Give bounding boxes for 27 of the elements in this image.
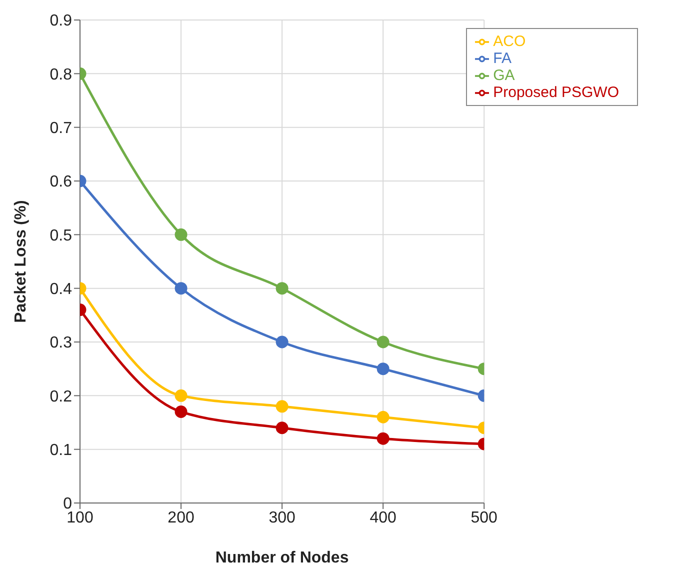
y-tick-label: 0.9 xyxy=(50,12,72,30)
point xyxy=(376,336,390,348)
x-axis-title: Number of Nodes xyxy=(215,549,349,566)
point xyxy=(276,282,288,295)
y-tick-label: 0.2 xyxy=(50,388,72,406)
x-tick-label: 400 xyxy=(370,509,397,526)
x-tick-label: 500 xyxy=(470,509,498,526)
y-tick-label: 0.7 xyxy=(50,120,72,138)
point xyxy=(376,362,390,376)
legend-label: FA xyxy=(493,50,512,67)
point xyxy=(276,400,288,413)
x-tick-label: 200 xyxy=(168,509,194,526)
y-tick-label: 0.4 xyxy=(50,281,72,298)
y-tick-label: 0.8 xyxy=(50,66,72,84)
x-tick-label: 300 xyxy=(268,509,296,526)
point xyxy=(276,422,288,434)
legend-label: GA xyxy=(493,67,515,84)
y-tick-label: 0.1 xyxy=(50,442,72,460)
point xyxy=(376,432,390,445)
y-tick-label: 0.6 xyxy=(50,174,72,191)
y-tick-label: 0.5 xyxy=(50,227,72,244)
point xyxy=(376,410,390,424)
point xyxy=(276,336,288,348)
legend-label: ACO xyxy=(493,33,526,50)
y-tick-label: 0.3 xyxy=(50,334,72,352)
y-axis-title: Packet Loss (%) xyxy=(12,200,30,323)
legend-label: Proposed PSGWO xyxy=(493,84,619,101)
